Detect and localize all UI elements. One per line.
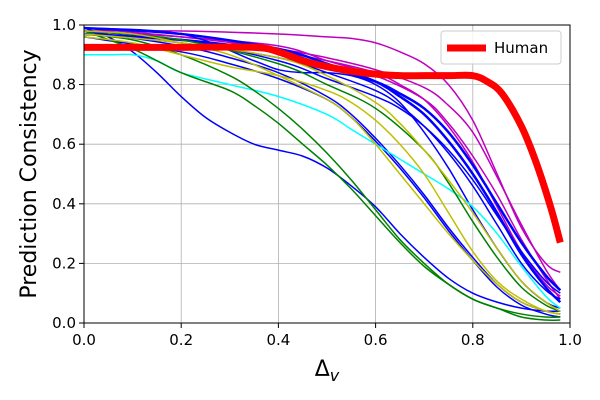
series-line-human bbox=[84, 43, 564, 244]
x-tick-label-0: 0.0 bbox=[72, 331, 96, 349]
series-line-magenta-1 bbox=[84, 29, 561, 274]
y-tick-label-0: 0.0 bbox=[52, 314, 76, 332]
series-line-olive-2 bbox=[84, 36, 561, 315]
plot-frame bbox=[83, 24, 571, 324]
legend-label-human: Human bbox=[494, 39, 548, 57]
legend: Human bbox=[440, 30, 562, 65]
y-tick-label-1: 0.2 bbox=[52, 254, 76, 272]
x-tick-label-1: 0.2 bbox=[169, 331, 193, 349]
x-axis-title-base: Δ bbox=[315, 357, 330, 382]
series-line-green-2 bbox=[84, 33, 561, 321]
y-tick-label-2: 0.4 bbox=[52, 195, 76, 213]
x-tick-label-3: 0.6 bbox=[364, 331, 388, 349]
x-axis-title-subscript: v bbox=[330, 366, 340, 385]
axis-ticks: 0.0 0.2 0.4 0.6 0.8 1.0 0.0 0.2 0.4 0.6 0.8 1.0 bbox=[52, 16, 582, 349]
series-lines bbox=[84, 26, 564, 321]
x-tick-label-5: 1.0 bbox=[558, 331, 582, 349]
series-line-blue-4 bbox=[84, 30, 561, 294]
series-line-blue-1 bbox=[84, 27, 561, 313]
y-tick-label-4: 0.8 bbox=[52, 76, 76, 94]
x-tick-label-2: 0.4 bbox=[266, 331, 290, 349]
x-tick-label-4: 0.8 bbox=[461, 331, 485, 349]
x-axis-title: Δv bbox=[315, 357, 340, 385]
y-tick-label-3: 0.6 bbox=[52, 135, 76, 153]
series-line-blue-7 bbox=[84, 36, 561, 318]
legend-box bbox=[440, 30, 562, 65]
y-tick-label-5: 1.0 bbox=[52, 16, 76, 34]
y-axis-title: Prediction Consistency bbox=[17, 49, 42, 298]
series-line-olive-3 bbox=[84, 33, 561, 312]
